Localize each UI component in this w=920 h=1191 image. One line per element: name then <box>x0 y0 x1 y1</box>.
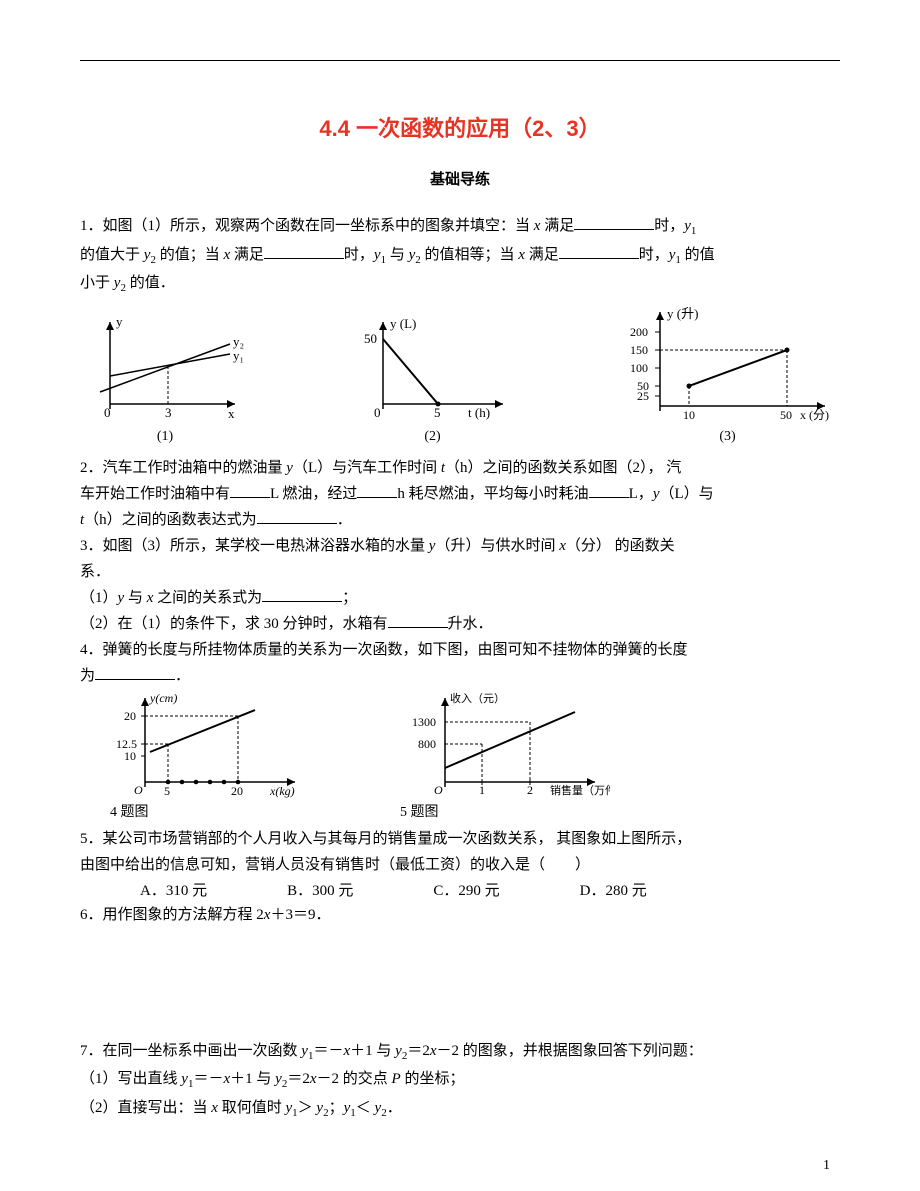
q6: 6．用作图象的方法解方程 2x＋3＝9． <box>80 903 840 927</box>
svg-text:25: 25 <box>637 389 649 403</box>
q1-t14: 的值． <box>126 275 175 291</box>
q1-t11: 时， <box>639 247 669 263</box>
q5-options: A．310 元 B．300 元 C．290 元 D．280 元 <box>140 879 840 903</box>
q3-line2: 系． <box>80 560 840 584</box>
title: 4.4 一次函数的应用（2、3） <box>80 111 840 146</box>
svg-text:x: x <box>228 406 235 421</box>
svg-text:1300: 1300 <box>412 715 436 729</box>
fig-4-svg: y(cm) x(kg) O 20 12.5 10 <box>110 690 310 800</box>
svg-text:y(cm): y(cm) <box>149 691 177 705</box>
svg-text:y₂: y₂ <box>233 334 244 349</box>
q1-t7: 时， <box>344 247 374 263</box>
svg-text:0: 0 <box>104 405 111 420</box>
q1-t9: 的值相等；当 <box>421 247 519 263</box>
q1-t5: 的值；当 <box>156 247 224 263</box>
fig-2-svg: 50 0 5 t (h) y (L) <box>348 314 518 424</box>
fig-5: 收入（元） 销售量（万件） O 1300 800 1 2 5 题图 <box>400 690 610 824</box>
q5-optC: C．290 元 <box>433 879 499 903</box>
q7-sub2: （2）直接写出：当 x 取何值时 y1＞ y2；y1＜ y2． <box>80 1096 840 1123</box>
fig-3-cap: (3) <box>719 426 735 448</box>
fig-5-cap: 5 题图 <box>400 802 439 824</box>
fig-2: 50 0 5 t (h) y (L) (2) <box>348 314 518 448</box>
svg-text:t (h): t (h) <box>468 405 490 420</box>
q3-sub1: （1）y 与 x 之间的关系式为； <box>80 586 840 610</box>
q7-sub1: （1）写出直线 y1＝－x＋1 与 y2＝2x－2 的交点 P 的坐标； <box>80 1067 840 1094</box>
fig-4-cap: 4 题图 <box>110 802 149 824</box>
svg-text:y (L): y (L) <box>390 316 416 331</box>
q1-t4: 的值大于 <box>80 247 144 263</box>
q5-optA: A．310 元 <box>140 879 207 903</box>
figure-row-2: y(cm) x(kg) O 20 12.5 10 <box>110 690 840 824</box>
q1-line3: 小于 y2 的值． <box>80 271 840 298</box>
q1-t3: 时， <box>654 218 684 234</box>
q5-optB: B．300 元 <box>287 879 353 903</box>
svg-text:5: 5 <box>434 405 441 420</box>
svg-text:O: O <box>134 783 143 797</box>
svg-text:200: 200 <box>630 325 648 339</box>
fig-1-svg: y₂ y₁ 0 3 x y <box>80 314 250 424</box>
spacer <box>80 929 840 1039</box>
fig-5-svg: 收入（元） 销售量（万件） O 1300 800 1 2 <box>400 690 610 800</box>
q1-t6: 满足 <box>230 247 264 263</box>
svg-text:5: 5 <box>164 784 170 798</box>
q1-t2: 满足 <box>540 218 574 234</box>
svg-text:x (分): x (分) <box>800 408 829 422</box>
q7-line1: 7．在同一坐标系中画出一次函数 y1＝－x＋1 与 y2＝2x－2 的图象，并根… <box>80 1039 840 1066</box>
svg-text:y (升): y (升) <box>667 306 698 321</box>
q4-line2: 为． <box>80 664 840 688</box>
svg-text:20: 20 <box>231 784 243 798</box>
q3-line1: 3．如图（3）所示，某学校一电热淋浴器水箱的水量 y（升）与供水时间 x（分） … <box>80 534 840 558</box>
q1-t8: 与 <box>386 247 409 263</box>
svg-text:收入（元）: 收入（元） <box>450 691 505 705</box>
q1-t1: 1．如图（1）所示，观察两个函数在同一坐标系中的图象并填空：当 <box>80 218 534 234</box>
svg-text:150: 150 <box>630 343 648 357</box>
svg-text:50: 50 <box>364 331 377 346</box>
q5-optD: D．280 元 <box>580 879 647 903</box>
top-rule <box>80 60 840 61</box>
svg-text:20: 20 <box>124 709 136 723</box>
q2-line1: 2．汽车工作时油箱中的燃油量 y（L）与汽车工作时间 t（h）之间的函数关系如图… <box>80 456 840 480</box>
q1-t13: 小于 <box>80 275 114 291</box>
fig-3: 200 150 100 50 25 10 50 y (升) x (分) (3) <box>615 304 840 448</box>
q5-line2: 由图中给出的信息可知，营销人员没有销售时（最低工资）的收入是（ ） <box>80 853 840 877</box>
figure-row-1: y₂ y₁ 0 3 x y (1) 50 0 5 t (h) <box>80 304 840 448</box>
fig-1: y₂ y₁ 0 3 x y (1) <box>80 314 250 448</box>
q1-line1: 1．如图（1）所示，观察两个函数在同一坐标系中的图象并填空：当 x 满足时，y1 <box>80 214 840 241</box>
page-number: 1 <box>823 1155 830 1177</box>
page: 4.4 一次函数的应用（2、3） 基础导练 1．如图（1）所示，观察两个函数在同… <box>0 0 920 1191</box>
svg-text:50: 50 <box>780 408 792 422</box>
svg-text:10: 10 <box>683 408 695 422</box>
svg-text:0: 0 <box>374 405 381 420</box>
q5-line1: 5．某公司市场营销部的个人月收入与其每月的销售量成一次函数关系， 其图象如上图所… <box>80 827 840 851</box>
q1-line2: 的值大于 y2 的值；当 x 满足时，y1 与 y2 的值相等；当 x 满足时，… <box>80 243 840 270</box>
svg-text:100: 100 <box>630 361 648 375</box>
fig-1-cap: (1) <box>157 426 173 448</box>
svg-text:y: y <box>116 314 123 329</box>
svg-text:10: 10 <box>124 749 136 763</box>
svg-text:销售量（万件）: 销售量（万件） <box>550 783 610 797</box>
fig-3-svg: 200 150 100 50 25 10 50 y (升) x (分) <box>615 304 840 424</box>
q2-line3: t（h）之间的函数表达式为． <box>80 508 840 532</box>
subtitle: 基础导练 <box>80 168 840 192</box>
svg-text:x(kg): x(kg) <box>269 784 295 798</box>
q1-t10: 满足 <box>525 247 559 263</box>
q4-line1: 4．弹簧的长度与所挂物体质量的关系为一次函数，如下图，由图可知不挂物体的弹簧的长… <box>80 638 840 662</box>
fig-2-cap: (2) <box>424 426 440 448</box>
fig-4: y(cm) x(kg) O 20 12.5 10 <box>110 690 310 824</box>
q3-sub2: （2）在（1）的条件下，求 30 分钟时，水箱有升水． <box>80 612 840 636</box>
q1-t12: 的值 <box>681 247 715 263</box>
q2-line2: 车开始工作时油箱中有L 燃油，经过h 耗尽燃油，平均每小时耗油L，y（L）与 <box>80 482 840 506</box>
svg-text:800: 800 <box>418 737 436 751</box>
svg-text:1: 1 <box>479 783 485 797</box>
svg-text:2: 2 <box>527 783 533 797</box>
svg-text:3: 3 <box>165 405 172 420</box>
svg-text:O: O <box>434 783 443 797</box>
svg-text:y₁: y₁ <box>233 348 244 363</box>
